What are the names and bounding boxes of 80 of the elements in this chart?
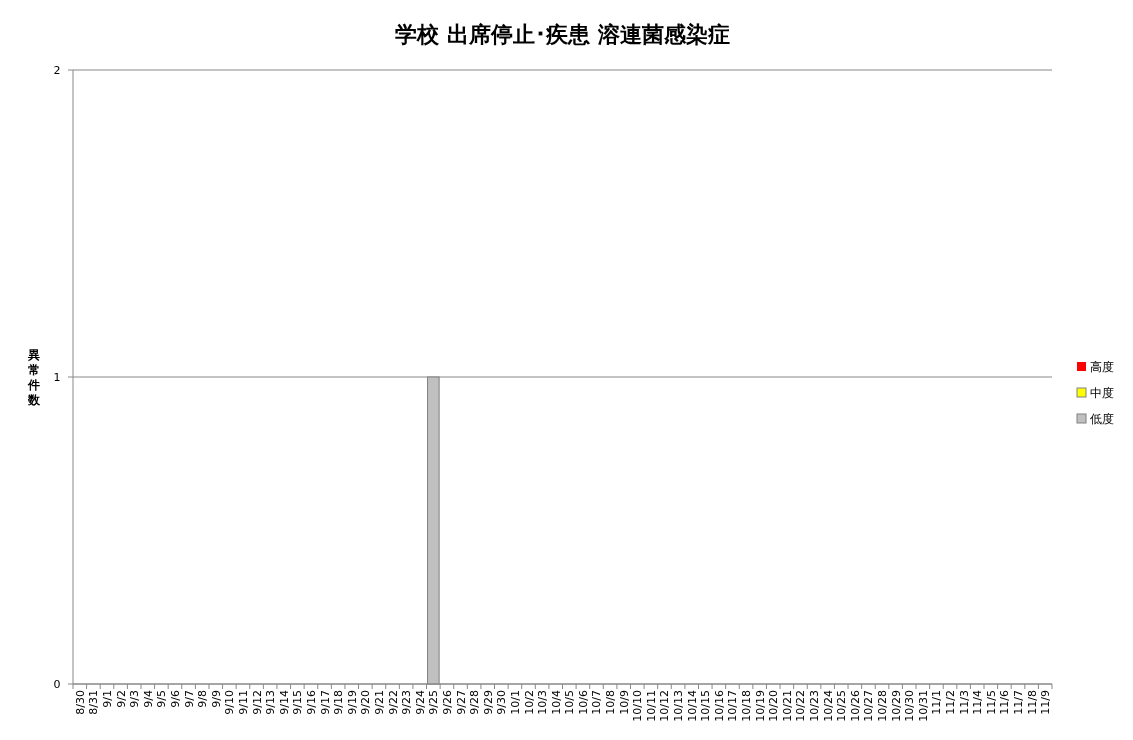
x-tick-label: 9/4 [141,690,155,708]
chart-title: 学校 出席停止･疾患 溶連菌感染症 [395,22,730,47]
x-tick-label: 10/3 [536,690,550,715]
x-tick-label: 10/19 [753,690,767,722]
x-tick-label: 10/26 [848,690,862,722]
x-tick-label: 11/6 [998,690,1012,715]
x-tick-label: 9/13 [264,690,278,715]
x-tick-label: 9/30 [495,690,509,715]
legend-label: 高度 [1090,360,1114,374]
x-tick-label: 9/28 [468,690,482,715]
y-axis-title: 異常件数 [27,347,41,407]
x-tick-label: 10/10 [631,690,645,722]
x-tick-label: 9/10 [223,690,237,715]
x-tick-label: 9/19 [345,690,359,715]
x-tick-label: 10/7 [590,690,604,715]
x-tick-label: 9/23 [400,690,414,715]
x-tick-label: 10/24 [821,690,835,722]
x-tick-label: 11/2 [944,690,958,715]
x-tick-label: 10/23 [808,690,822,722]
x-tick-label: 10/21 [780,690,794,722]
x-tick-label: 10/30 [903,690,917,722]
y-tick-label: 1 [53,371,61,384]
x-tick-label: 10/13 [672,690,686,722]
x-tick-label: 10/9 [617,690,631,715]
x-tick-label: 11/1 [930,690,944,715]
x-tick-label: 11/4 [971,690,985,715]
x-tick-label: 9/2 [114,690,128,708]
x-tick-label: 8/30 [73,690,87,715]
y-tick-label: 2 [53,64,61,77]
x-tick-label: 9/26 [440,690,454,715]
x-tick-label: 10/31 [916,690,930,722]
x-tick-label: 9/14 [277,690,291,715]
x-tick-label: 9/12 [250,690,264,715]
x-tick-label: 9/8 [196,690,210,708]
x-tick-label: 10/29 [889,690,903,722]
x-tick-label: 9/20 [359,690,373,715]
x-tick-label: 9/25 [427,690,441,715]
x-tick-label: 10/18 [740,690,754,722]
x-tick-label: 9/29 [481,690,495,715]
x-tick-label: 11/7 [1012,690,1026,715]
x-tick-label: 9/18 [332,690,346,715]
x-tick-label: 9/17 [318,690,332,715]
x-tick-label: 9/6 [168,690,182,708]
x-tick-label: 10/12 [658,690,672,722]
x-tick-label: 10/8 [604,690,618,715]
x-tick-label: 10/1 [508,690,522,715]
x-tick-label: 9/15 [291,690,305,715]
x-tick-label: 10/6 [576,690,590,715]
x-tick-label: 9/3 [128,690,142,708]
x-tick-label: 9/1 [100,690,114,708]
x-tick-label: 10/22 [794,690,808,722]
x-tick-label: 10/17 [726,690,740,722]
x-tick-label: 9/9 [209,690,223,708]
x-tick-label: 10/2 [522,690,536,715]
x-tick-label: 10/5 [563,690,577,715]
x-tick-label: 10/27 [862,690,876,722]
x-tick-label: 10/20 [767,690,781,722]
x-tick-label: 10/11 [644,690,658,722]
x-tick-label: 10/14 [685,690,699,722]
x-tick-label: 9/16 [304,690,318,715]
x-tick-label: 9/27 [454,690,468,715]
y-tick-label: 0 [53,678,61,691]
x-tick-label: 9/21 [372,690,386,715]
x-tick-label: 11/5 [984,690,998,715]
x-tick-label: 10/4 [549,690,563,715]
x-tick-label: 9/24 [413,690,427,715]
legend-label: 中度 [1090,386,1114,400]
x-tick-label: 10/28 [876,690,890,722]
x-tick-label: 9/22 [386,690,400,715]
x-tick-label: 10/16 [712,690,726,722]
x-tick-label: 8/31 [87,690,101,715]
x-tick-label: 9/5 [155,690,169,708]
x-tick-label: 10/15 [699,690,713,722]
x-tick-label: 9/11 [236,690,250,715]
x-tick-label: 11/8 [1025,690,1039,715]
x-tick-label: 9/7 [182,690,196,708]
x-tick-label: 10/25 [835,690,849,722]
x-tick-label: 11/9 [1039,690,1053,715]
x-tick-label: 11/3 [957,690,971,715]
legend-label: 低度 [1090,412,1114,426]
